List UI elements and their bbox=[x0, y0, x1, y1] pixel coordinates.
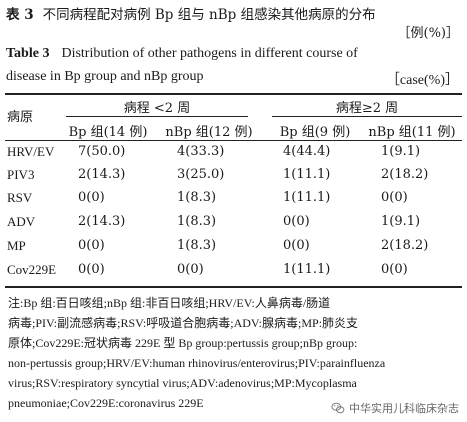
footnote-line: 原体;Cov229E:冠状病毒 229E 型 Bp group:pertussi… bbox=[8, 336, 358, 350]
subheader-bp-under-2-weeks: Bp 组(14 例) bbox=[68, 125, 148, 140]
table-cell: 0(0) bbox=[78, 238, 105, 253]
table-row-label: PIV3 bbox=[7, 167, 35, 182]
subheader-nbp-over-2-weeks: nBp 组(11 例) bbox=[368, 125, 456, 140]
footnote-line: non-pertussis group;HRV/EV:human rhinovi… bbox=[8, 356, 386, 370]
table-row-label: Cov229E bbox=[7, 262, 57, 277]
table-cell: 2(18.2) bbox=[381, 238, 429, 253]
table-cell: 3(25.0) bbox=[177, 167, 225, 182]
table-cell: 4(33.3) bbox=[177, 144, 225, 159]
table-cell: 1(8.3) bbox=[177, 190, 217, 205]
table-cell: 0(0) bbox=[283, 238, 310, 253]
table-cell: 2(18.2) bbox=[381, 167, 429, 182]
table-cell: 7(50.0) bbox=[78, 144, 126, 159]
table-header-rule bbox=[5, 140, 462, 141]
pathogen-header: 病原 bbox=[7, 110, 34, 125]
unit-label-cn: ［例(%)］ bbox=[397, 26, 460, 41]
table-cell: 1(9.1) bbox=[381, 214, 421, 229]
footnote-line: 注:Bp 组:百日咳组;nBp 组:非百日咳组;HRV/EV:人鼻病毒/肠道 bbox=[8, 296, 331, 310]
table-top-rule bbox=[5, 93, 462, 95]
subheader-bp-over-2-weeks: Bp 组(9 例) bbox=[279, 125, 351, 140]
table-title-en: Table 3 Distribution of other pathogens i… bbox=[6, 46, 358, 62]
footnote-line: virus;RSV:respiratory syncytial virus;AD… bbox=[8, 376, 357, 390]
table-row-label: ADV bbox=[7, 214, 36, 229]
watermark: 中华实用儿科临床杂志 bbox=[331, 400, 459, 416]
table-cell: 0(0) bbox=[381, 190, 408, 205]
subheader-nbp-under-2-weeks: nBp 组(12 例) bbox=[165, 125, 253, 140]
table-cell: 0(0) bbox=[177, 262, 204, 277]
table-cell: 0(0) bbox=[78, 262, 105, 277]
table-cell: 4(44.4) bbox=[283, 144, 331, 159]
table-cell: 0(0) bbox=[381, 262, 408, 277]
table-cell: 2(14.3) bbox=[78, 214, 126, 229]
table-cell: 1(11.1) bbox=[283, 167, 331, 182]
table-number-cn: 表 3 bbox=[6, 7, 34, 23]
table-title-cn-text: 不同病程配对病例 Bp 组与 nBp 组感染其他病原的分布 bbox=[42, 7, 376, 23]
table-cell: 1(8.3) bbox=[177, 214, 217, 229]
table-cell: 2(14.3) bbox=[78, 167, 126, 182]
table-cell: 1(11.1) bbox=[283, 190, 331, 205]
table-cell: 1(9.1) bbox=[381, 144, 421, 159]
table-title-en-line2: disease in Bp group and nBp group bbox=[6, 69, 204, 84]
table-cell: 1(11.1) bbox=[283, 262, 331, 277]
table-row-label: RSV bbox=[7, 190, 33, 205]
table-cell: 1(8.3) bbox=[177, 238, 217, 253]
table-title-en-line1: Distribution of other pathogens in diffe… bbox=[61, 46, 358, 61]
wechat-logo-icon bbox=[331, 402, 345, 414]
table-cell: 0(0) bbox=[78, 190, 105, 205]
table-cell: 0(0) bbox=[283, 214, 310, 229]
group2-underline bbox=[272, 116, 462, 117]
table-footnotes: 注:Bp 组:百日咳组;nBp 组:非百日咳组;HRV/EV:人鼻病毒/肠道 病… bbox=[8, 293, 460, 413]
unit-label-en: ［case(%)］ bbox=[385, 73, 459, 88]
group1-underline bbox=[66, 116, 248, 117]
table-row-label: HRV/EV bbox=[7, 144, 55, 159]
watermark-text: 中华实用儿科临床杂志 bbox=[349, 402, 459, 415]
table-bottom-rule bbox=[5, 286, 462, 288]
table-title-cn: 表 3 不同病程配对病例 Bp 组与 nBp 组感染其他病原的分布 bbox=[6, 3, 376, 23]
footnote-line: pneumoniae;Cov229E:coronavirus 229E bbox=[8, 396, 204, 410]
group-header-under-2-weeks: 病程 <2 周 bbox=[123, 101, 191, 116]
table-number-en: Table 3 bbox=[6, 46, 50, 61]
table-row-label: MP bbox=[7, 238, 26, 253]
group-header-over-2-weeks: 病程≥2 周 bbox=[335, 101, 399, 116]
footnote-line: 病毒;PIV:副流感病毒;RSV:呼吸道合胞病毒;ADV:腺病毒;MP:肺炎支 bbox=[8, 316, 359, 330]
